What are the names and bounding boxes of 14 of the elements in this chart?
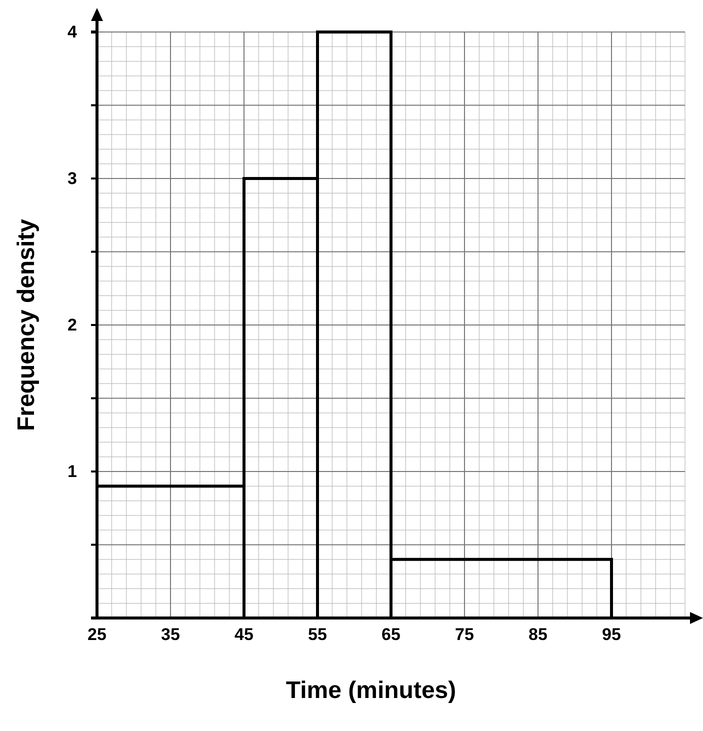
y-tick-label: 1 — [68, 462, 77, 481]
x-axis-title: Time (minutes) — [286, 677, 456, 704]
x-tick-label: 75 — [455, 625, 474, 644]
x-tick-label: 85 — [528, 625, 548, 644]
x-tick-label: 65 — [382, 625, 400, 644]
x-tick-label: 25 — [88, 625, 106, 644]
y-tick-label: 4 — [68, 22, 78, 42]
x-tick-label: 45 — [234, 625, 254, 644]
x-tick-label: 35 — [161, 625, 180, 644]
y-tick-label: 3 — [68, 168, 77, 188]
y-tick-label: 2 — [68, 315, 77, 334]
x-tick-label: 55 — [308, 625, 327, 644]
y-axis-title: Frequency density — [13, 218, 40, 432]
x-tick-label: 95 — [602, 625, 621, 644]
